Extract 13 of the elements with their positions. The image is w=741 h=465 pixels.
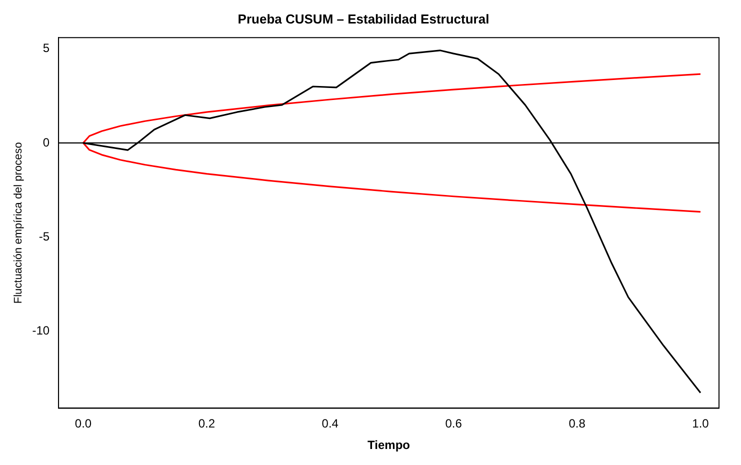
- y-tick-label: 0: [42, 135, 50, 150]
- x-tick-label: 0.4: [322, 416, 339, 431]
- x-tick-label: 1.0: [692, 416, 710, 431]
- chart-title: Prueba CUSUM – Estabilidad Estructural: [238, 11, 490, 26]
- y-tick-label: -10: [32, 323, 50, 338]
- x-tick-label: 0.8: [568, 416, 586, 431]
- y-tick-label: -5: [38, 229, 50, 244]
- x-tick-label: 0.6: [445, 416, 462, 431]
- x-axis-title: Tiempo: [368, 438, 410, 452]
- x-tick-label: 0.2: [198, 416, 216, 431]
- y-axis-title: Fluctuación empírica del proceso: [12, 142, 25, 304]
- x-tick-label: 0.0: [74, 416, 92, 431]
- y-tick-label: 5: [42, 41, 50, 56]
